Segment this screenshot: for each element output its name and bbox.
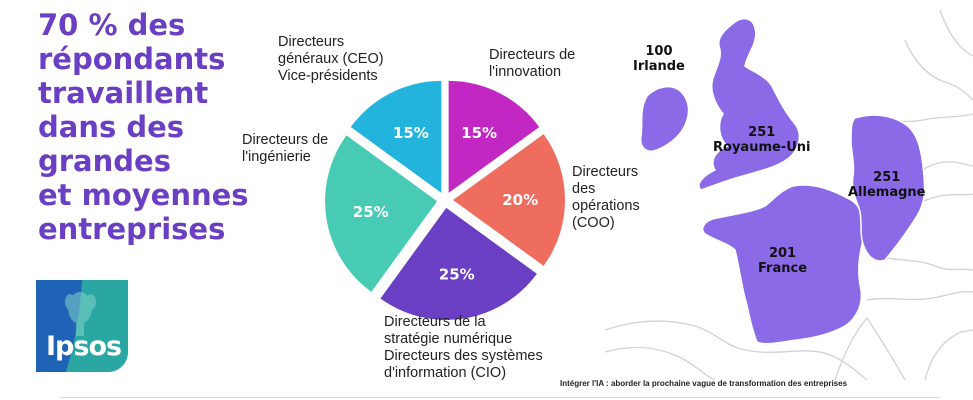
- slice-innovation: [448, 80, 540, 193]
- logo-text: Ipsos: [46, 331, 122, 362]
- slice-value-label: 15%: [461, 124, 497, 142]
- headline-line: répondants: [38, 42, 226, 76]
- map-label-france: 201 France: [758, 246, 807, 276]
- slice-label-ceo: Directeurs généraux (CEO) Vice-président…: [278, 34, 384, 84]
- headline: 70 % des répondants travaillent dans des…: [38, 8, 298, 246]
- slice-value-label: 20%: [502, 191, 538, 209]
- headline-line: et moyennes: [38, 178, 249, 212]
- headline-line: dans des: [38, 110, 185, 144]
- map-label-ireland: 100 Irlande: [633, 44, 685, 74]
- slice-label-operations: Directeurs des opérations (COO): [572, 164, 640, 231]
- slice-value-label: 25%: [353, 203, 389, 221]
- slice-label-engineering: Directeurs de l'ingénierie: [242, 132, 329, 165]
- headline-line: 70 % des: [38, 8, 186, 42]
- france-count: 201: [768, 246, 797, 261]
- map-highlighted-countries: [639, 17, 926, 345]
- footer-caption: Intégrer l'IA : aborder la prochaine vag…: [560, 379, 848, 388]
- bottom-divider: [60, 397, 940, 398]
- slice-value-label: 25%: [439, 265, 475, 283]
- headline-line: entreprises: [38, 212, 226, 246]
- headline-line: travaillent: [38, 76, 209, 110]
- germany-shape: [850, 114, 926, 262]
- uk-name: Royaume-Uni: [713, 140, 811, 155]
- headline-line: grandes: [38, 144, 171, 178]
- europe-map: [605, 9, 973, 380]
- ireland-count: 100: [645, 44, 673, 59]
- slice-ceo: [350, 80, 442, 193]
- slice-label-digital: Directeurs de la stratégie numérique Dir…: [384, 314, 543, 381]
- slice-engineering: [325, 135, 438, 292]
- uk-count: 251: [748, 125, 776, 140]
- ireland-name: Irlande: [633, 59, 685, 74]
- germany-count: 251: [873, 170, 901, 185]
- slice-digital: [380, 207, 537, 320]
- map-label-germany: 251 Allemagne: [848, 170, 926, 200]
- ireland-shape: [639, 85, 690, 152]
- germany-name: Allemagne: [848, 185, 926, 200]
- uk-shape: [698, 17, 801, 191]
- slice-value-label: 15%: [393, 124, 429, 142]
- pie-chart: 15% 20% 25% 25% 15%: [325, 80, 565, 320]
- ipsos-logo-graphic: [36, 280, 128, 372]
- slice-label-innovation: Directeurs de l'innovation: [489, 47, 576, 80]
- france-name: France: [758, 261, 808, 276]
- ipsos-logo: Ipsos: [36, 280, 128, 372]
- slice-operations: [453, 134, 565, 266]
- map-label-uk: 251 Royaume-Uni: [713, 125, 810, 155]
